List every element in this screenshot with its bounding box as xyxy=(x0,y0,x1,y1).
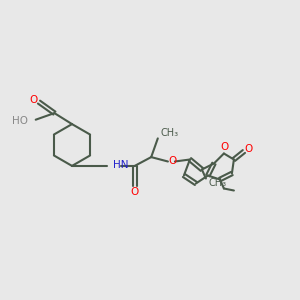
Text: O: O xyxy=(130,187,139,197)
Text: O: O xyxy=(245,143,253,154)
Text: CH₃: CH₃ xyxy=(161,128,179,138)
Text: O: O xyxy=(30,95,38,105)
Text: HN: HN xyxy=(112,160,128,170)
Text: HO: HO xyxy=(12,116,28,126)
Text: CH₃: CH₃ xyxy=(209,178,227,188)
Text: O: O xyxy=(169,157,177,166)
Text: O: O xyxy=(221,142,229,152)
